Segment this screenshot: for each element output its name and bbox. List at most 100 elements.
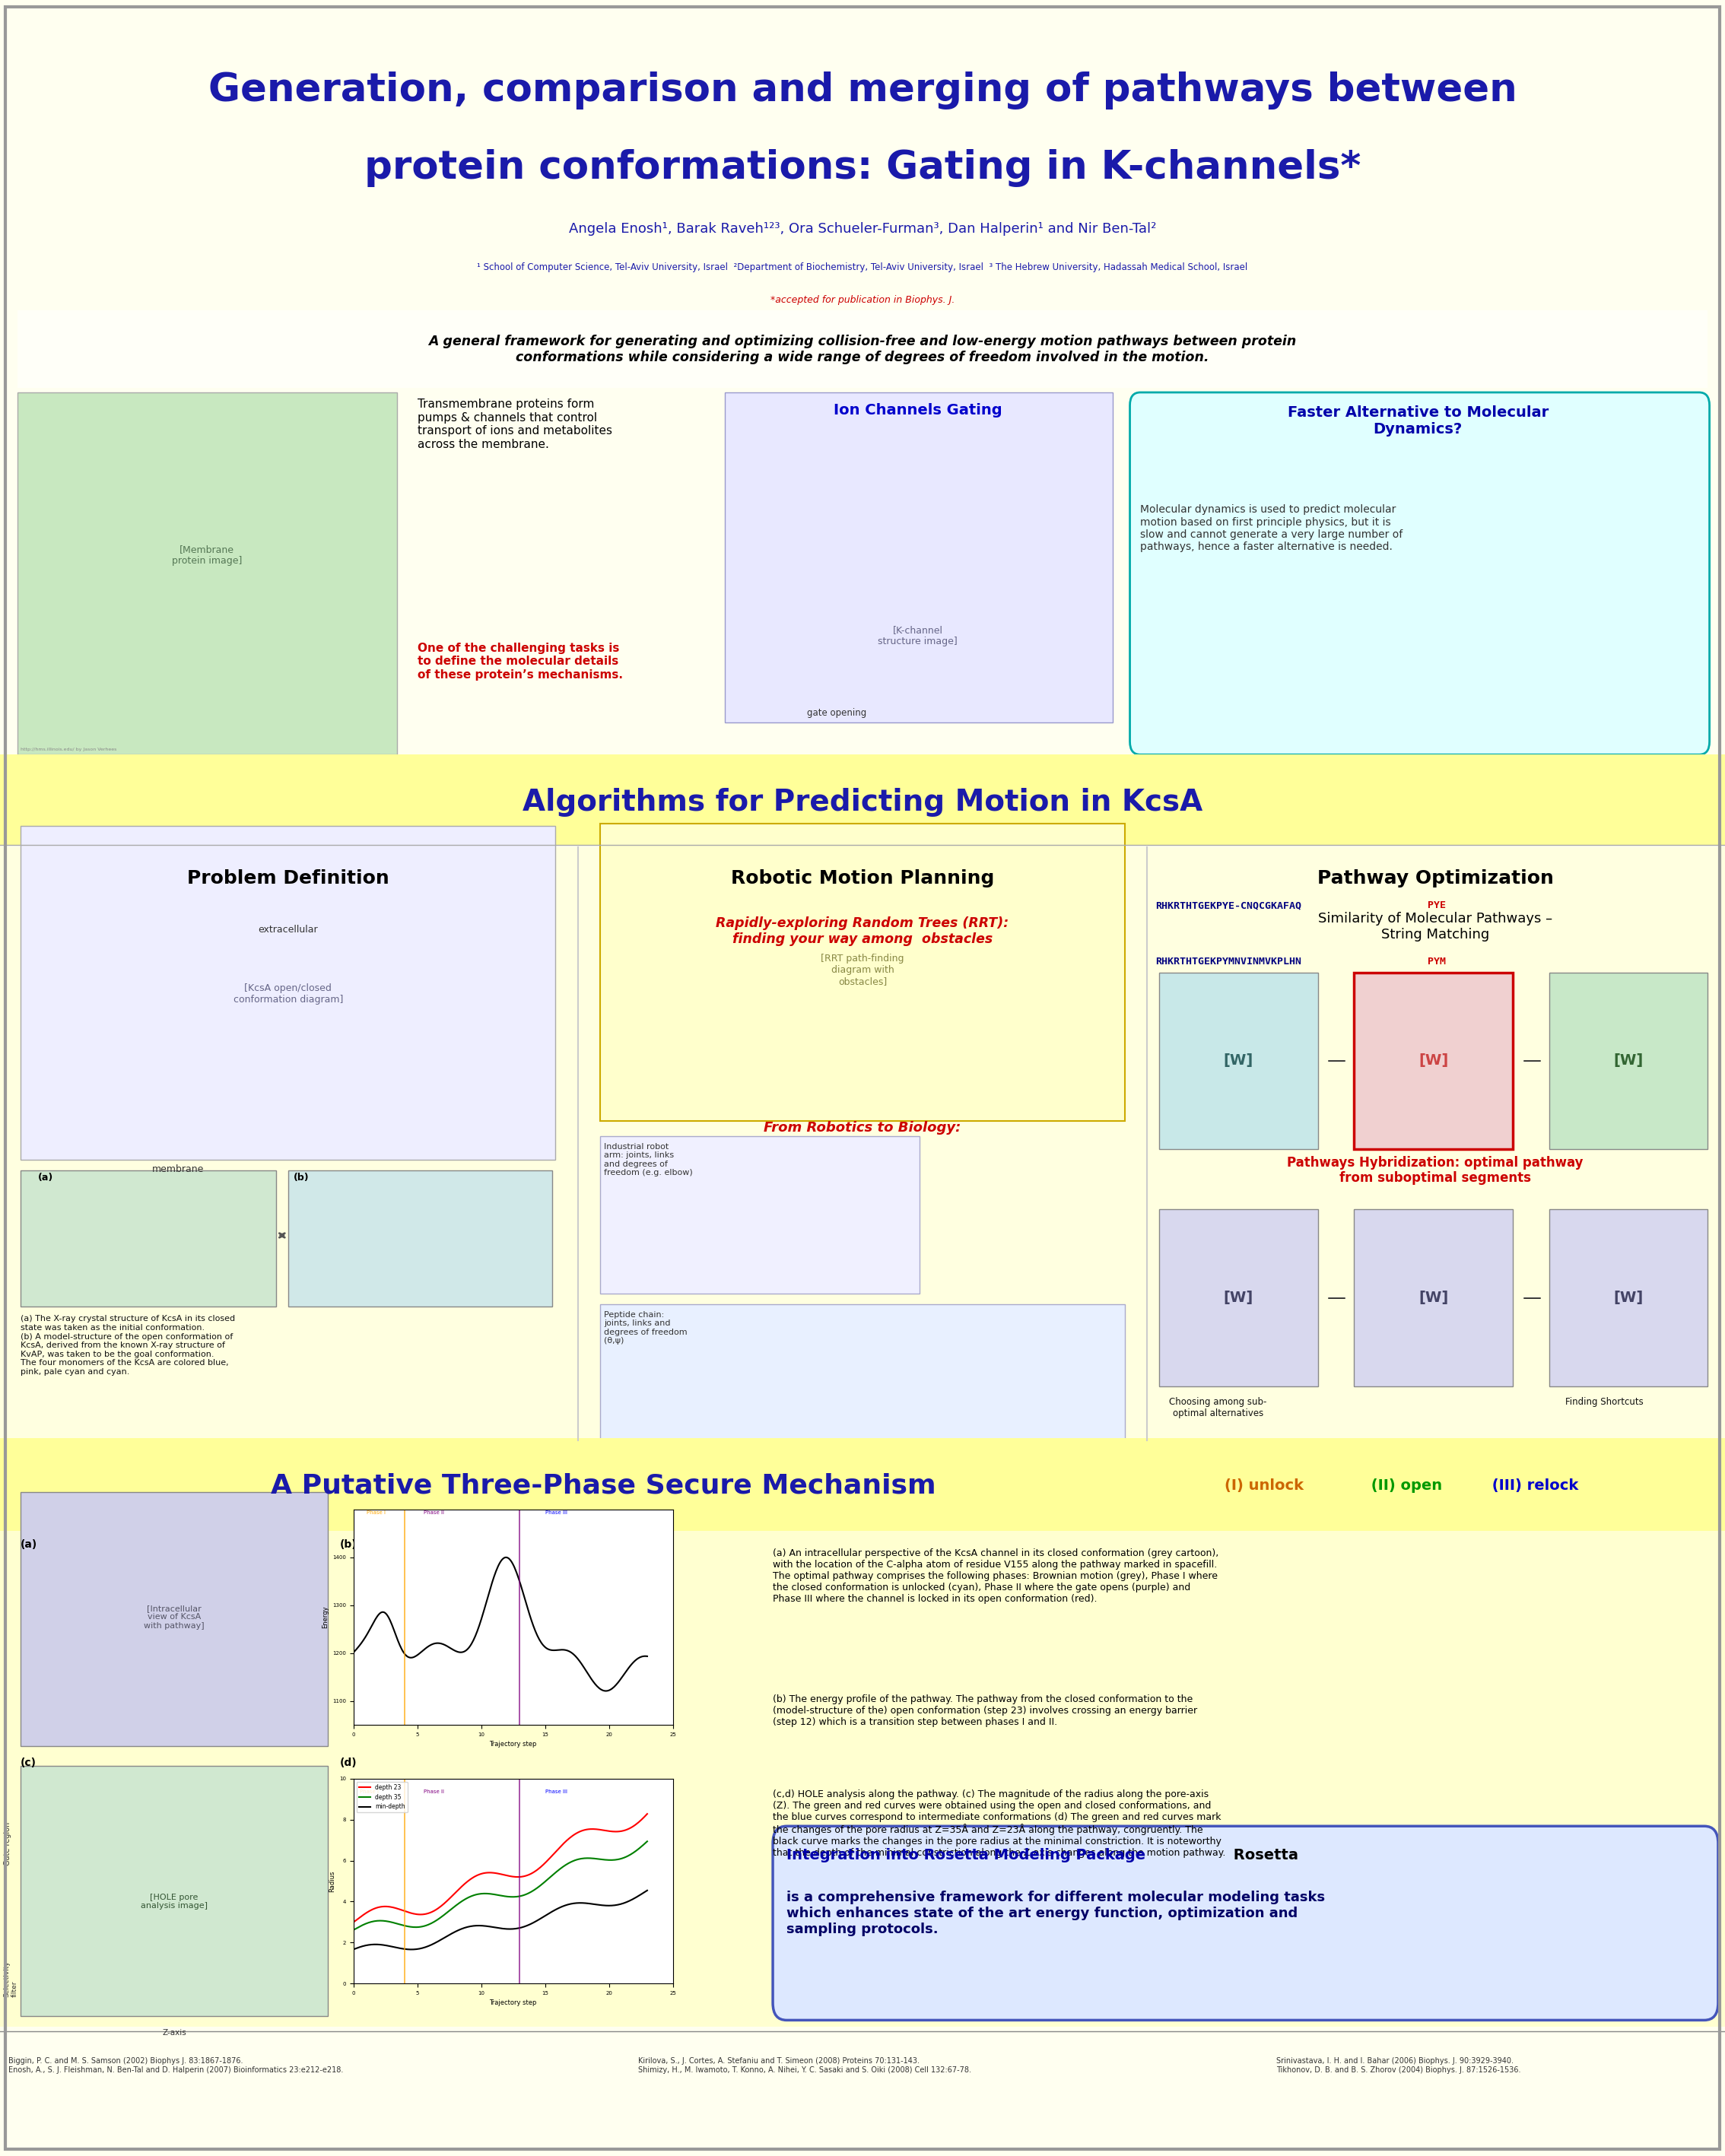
depth 35 — [518, 1880, 538, 1906]
FancyBboxPatch shape — [1159, 1210, 1318, 1386]
Text: (II) open: (II) open — [1366, 1479, 1442, 1492]
min-depth — [524, 1910, 545, 1936]
depth 35 — [609, 1846, 630, 1871]
Text: RHKRTHTGEKPYMNVINMVKPLHN: RHKRTHTGEKPYMNVINMVKPLHN — [1156, 957, 1302, 966]
depth 23 — [523, 1858, 543, 1884]
Text: (I) unlock: (I) unlock — [1225, 1479, 1304, 1492]
FancyBboxPatch shape — [21, 826, 555, 1160]
Text: From Robotics to Biology:: From Robotics to Biology: — [764, 1121, 961, 1134]
Text: Faster Alternative to Molecular
Dynamics?: Faster Alternative to Molecular Dynamics… — [1287, 405, 1549, 436]
Y-axis label: Radius: Radius — [328, 1869, 335, 1893]
Text: Biggin, P. C. and M. S. Samson (2002) Biophys J. 83:1867-1876.
Enosh, A., S. J. : Biggin, P. C. and M. S. Samson (2002) Bi… — [9, 2057, 343, 2074]
Text: Phase II: Phase II — [424, 1509, 445, 1516]
Text: Pathway Optimization: Pathway Optimization — [1316, 869, 1554, 886]
FancyBboxPatch shape — [1130, 392, 1709, 755]
Y-axis label: Energy: Energy — [321, 1606, 328, 1628]
min-depth — [345, 1936, 366, 1962]
Text: is a comprehensive framework for different molecular modeling tasks
which enhanc: is a comprehensive framework for differe… — [787, 1891, 1325, 1936]
FancyBboxPatch shape — [600, 824, 1125, 1121]
FancyBboxPatch shape — [600, 1304, 1125, 1440]
Text: Rapidly-exploring Random Trees (RRT):
finding your way among  obstacles: Rapidly-exploring Random Trees (RRT): fi… — [716, 916, 1009, 946]
FancyBboxPatch shape — [288, 1171, 552, 1307]
Text: Z-axis: Z-axis — [162, 2029, 186, 2037]
Text: Generation, comparison and merging of pathways between: Generation, comparison and merging of pa… — [209, 71, 1516, 110]
Text: Phase I: Phase I — [361, 1789, 380, 1794]
FancyBboxPatch shape — [1159, 972, 1318, 1149]
Text: One of the challenging tasks is
to define the molecular details
of these protein: One of the challenging tasks is to defin… — [417, 642, 623, 681]
FancyBboxPatch shape — [773, 1826, 1718, 2020]
Text: Ion Channels Gating: Ion Channels Gating — [833, 403, 1002, 418]
Text: (d): (d) — [340, 1757, 357, 1768]
Legend: depth 23, depth 35, min-depth: depth 23, depth 35, min-depth — [357, 1781, 407, 1813]
Text: protein conformations: Gating in K-channels*: protein conformations: Gating in K-chann… — [364, 149, 1361, 188]
Text: http://hms.illinois.edu/ by Jason Verhees: http://hms.illinois.edu/ by Jason Verhee… — [21, 748, 117, 750]
FancyBboxPatch shape — [21, 1171, 276, 1307]
Text: (b): (b) — [293, 1173, 309, 1184]
min-depth — [592, 1893, 612, 1919]
Text: PYM: PYM — [1427, 957, 1446, 966]
Text: Pathways Hybridization: optimal pathway
from suboptimal segments: Pathways Hybridization: optimal pathway … — [1287, 1156, 1584, 1186]
Text: Phase III: Phase III — [545, 1509, 568, 1516]
Text: Phase II: Phase II — [424, 1789, 445, 1794]
FancyBboxPatch shape — [21, 1766, 328, 2016]
depth 23 — [637, 1800, 657, 1826]
Text: Similarity of Molecular Pathways –
String Matching: Similarity of Molecular Pathways – Strin… — [1318, 912, 1552, 942]
FancyBboxPatch shape — [724, 392, 1113, 722]
Text: [HOLE pore
analysis image]: [HOLE pore analysis image] — [141, 1893, 207, 1910]
Text: [W]: [W] — [1418, 1291, 1449, 1304]
Text: (a) An intracellular perspective of the KcsA channel in its closed conformation : (a) An intracellular perspective of the … — [773, 1548, 1218, 1604]
Line: depth 23: depth 23 — [354, 1813, 647, 1923]
FancyBboxPatch shape — [1549, 1210, 1708, 1386]
FancyBboxPatch shape — [600, 1136, 919, 1294]
Text: Robotic Motion Planning: Robotic Motion Planning — [731, 869, 994, 886]
Text: membrane: membrane — [152, 1164, 204, 1175]
Text: [W]: [W] — [1613, 1291, 1644, 1304]
FancyBboxPatch shape — [1549, 972, 1708, 1149]
Text: (c,d) HOLE analysis along the pathway. (c) The magnitude of the radius along the: (c,d) HOLE analysis along the pathway. (… — [773, 1789, 1226, 1858]
depth 23 — [343, 1910, 364, 1936]
FancyBboxPatch shape — [21, 1492, 328, 1746]
X-axis label: Trajectory step: Trajectory step — [490, 1742, 536, 1749]
depth 35 — [518, 1880, 538, 1906]
Text: A general framework for generating and optimizing collision-free and low-energy : A general framework for generating and o… — [428, 334, 1297, 364]
Text: Choosing among sub-
optimal alternatives: Choosing among sub- optimal alternatives — [1170, 1397, 1266, 1419]
depth 35 — [637, 1828, 657, 1854]
min-depth — [519, 1912, 540, 1938]
min-depth — [518, 1912, 538, 1938]
Text: (a): (a) — [21, 1539, 38, 1550]
Text: (a) The X-ray crystal structure of KcsA in its closed
state was taken as the ini: (a) The X-ray crystal structure of KcsA … — [21, 1315, 235, 1376]
Text: Integration into Rosetta Modeling Package: Integration into Rosetta Modeling Packag… — [787, 1848, 1145, 1863]
Text: extracellular: extracellular — [259, 925, 317, 936]
FancyBboxPatch shape — [0, 1531, 1725, 2027]
Text: [Intracellular
view of KcsA
with pathway]: [Intracellular view of KcsA with pathway… — [143, 1604, 205, 1630]
FancyBboxPatch shape — [0, 755, 1725, 845]
Text: (III) relock: (III) relock — [1487, 1479, 1578, 1492]
Text: Gate region: Gate region — [3, 1822, 10, 1865]
Text: [W]: [W] — [1613, 1054, 1644, 1067]
depth 23 — [518, 1863, 538, 1889]
min-depth — [402, 1936, 423, 1962]
depth 23 — [518, 1863, 538, 1889]
Text: [W]: [W] — [1223, 1291, 1254, 1304]
depth 23 — [345, 1908, 366, 1934]
depth 23 — [590, 1818, 611, 1843]
min-depth — [637, 1878, 657, 1904]
Text: [KcsA open/closed
conformation diagram]: [KcsA open/closed conformation diagram] — [233, 983, 343, 1005]
Line: depth 35: depth 35 — [354, 1841, 647, 1930]
Text: [W]: [W] — [1223, 1054, 1254, 1067]
Text: A Putative Three-Phase Secure Mechanism: A Putative Three-Phase Secure Mechanism — [271, 1473, 937, 1498]
Text: *accepted for publication in Biophys. J.: *accepted for publication in Biophys. J. — [771, 295, 954, 304]
Text: gate opening: gate opening — [807, 707, 868, 718]
Text: Selectivity
filter: Selectivity filter — [3, 1962, 19, 1996]
depth 35 — [523, 1878, 543, 1904]
Text: Transmembrane proteins form
pumps & channels that control
transport of ions and : Transmembrane proteins form pumps & chan… — [417, 399, 612, 451]
Text: Angela Enosh¹, Barak Raveh¹²³, Ora Schueler-Furman³, Dan Halperin¹ and Nir Ben-T: Angela Enosh¹, Barak Raveh¹²³, Ora Schue… — [569, 222, 1156, 235]
Text: Finding Shortcuts: Finding Shortcuts — [1565, 1397, 1644, 1408]
Text: Algorithms for Predicting Motion in KcsA: Algorithms for Predicting Motion in KcsA — [523, 787, 1202, 817]
Text: Srinivastava, I. H. and I. Bahar (2006) Biophys. J. 90:3929-3940.
Tikhonov, D. B: Srinivastava, I. H. and I. Bahar (2006) … — [1276, 2057, 1521, 2074]
Text: Problem Definition: Problem Definition — [186, 869, 390, 886]
X-axis label: Trajectory step: Trajectory step — [490, 2001, 536, 2007]
Text: (b) The energy profile of the pathway. The pathway from the closed conformation : (b) The energy profile of the pathway. T… — [773, 1695, 1197, 1727]
Text: [RRT path-finding
diagram with
obstacles]: [RRT path-finding diagram with obstacles… — [821, 953, 904, 987]
FancyBboxPatch shape — [0, 1438, 1725, 1531]
